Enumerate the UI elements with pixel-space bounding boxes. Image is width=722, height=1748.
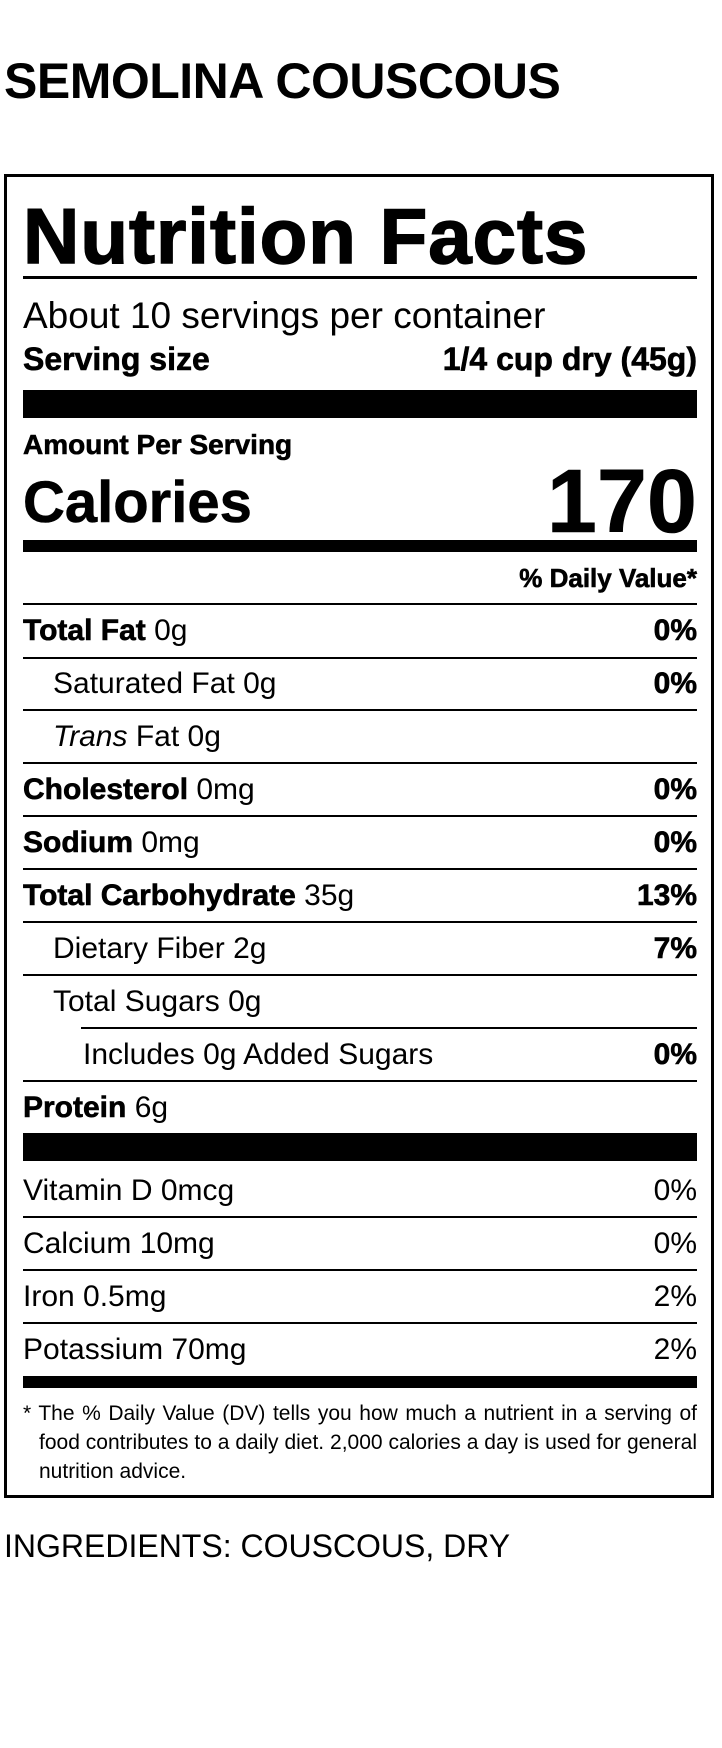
nutrient-name: Total Carbohydrate (23, 879, 296, 913)
calories-value: 170 (546, 452, 698, 552)
divider (23, 657, 697, 659)
nutrient-amount: 35g (304, 879, 355, 912)
amount-per-serving: Amount Per Serving (23, 429, 293, 461)
divider (23, 603, 697, 605)
nutrient-row-added-sugars: Includes 0g Added Sugars 0% (23, 1029, 697, 1081)
nutrient-amount: 0mg (141, 826, 200, 859)
nutrient-row-trans-fat: Trans Fat 0g (23, 711, 697, 763)
nutrient-amount: 0g (228, 985, 262, 1018)
nutrient-amount: 0g (243, 667, 277, 700)
vitamin-text: Vitamin D 0mcg (23, 1174, 235, 1207)
vitamin-dv: 2% (653, 1280, 697, 1313)
nutrient-name: Dietary Fiber (53, 932, 225, 965)
vitamin-dv: 0% (653, 1174, 697, 1207)
divider (23, 1269, 697, 1271)
dv-header: % Daily Value* (519, 562, 697, 593)
nutrient-dv: 0% (653, 1038, 697, 1072)
servings-per-container: About 10 servings per container (23, 295, 546, 336)
vitamin-text: Iron 0.5mg (23, 1280, 167, 1313)
product-name: SEMOLINA COUSCOUS (4, 53, 561, 109)
divider (23, 276, 697, 279)
vitamin-text: Potassium 70mg (23, 1333, 247, 1366)
divider (23, 921, 697, 923)
nutrient-row-total-carbohydrate: Total Carbohydrate 35g 13% (23, 870, 698, 922)
nutrient-row-total-sugars: Total Sugars 0g (23, 976, 697, 1028)
divider (23, 815, 697, 817)
divider (23, 1216, 697, 1218)
medium-divider (23, 1376, 697, 1388)
nutrient-row-saturated-fat: Saturated Fat 0g 0% (23, 658, 697, 710)
nutrient-name: Total Fat (23, 614, 146, 648)
nutrition-facts-label: Nutrition Facts About 10 servings per co… (4, 174, 714, 1498)
nutrient-name: Includes 0g Added Sugars (83, 1038, 434, 1071)
label-heading: Nutrition Facts (22, 191, 589, 281)
nutrient-name: Saturated Fat (53, 667, 235, 700)
nutrient-row-dietary-fiber: Dietary Fiber 2g 7% (23, 923, 697, 975)
nutrient-dv: 0% (653, 773, 697, 807)
serving-size-row: Serving size 1/4 cup dry (45g) (23, 337, 698, 381)
vitamin-dv: 0% (653, 1227, 697, 1260)
calories-label: Calories (23, 469, 252, 535)
nutrient-amount: 0mg (196, 773, 255, 806)
divider (23, 762, 697, 764)
nutrient-row-total-fat: Total Fat 0g 0% (23, 605, 698, 657)
divider (23, 709, 697, 711)
thick-divider (23, 390, 697, 418)
nutrient-row-protein: Protein 6g (23, 1082, 697, 1134)
vitamin-text: Calcium 10mg (23, 1227, 215, 1260)
divider (23, 1322, 697, 1324)
ingredients: INGREDIENTS: COUSCOUS, DRY (4, 1528, 511, 1564)
vitamin-row: Potassium 70mg 2% (23, 1324, 697, 1376)
nutrient-amount: 0g (187, 720, 221, 753)
serving-size-label: Serving size (23, 340, 210, 377)
nutrient-name: Protein (23, 1091, 127, 1125)
nutrient-amount: 6g (134, 1091, 169, 1124)
divider (23, 974, 697, 976)
nutrient-name: Total Sugars (53, 985, 220, 1018)
vitamin-row: Vitamin D 0mcg 0% (23, 1165, 697, 1217)
nutrient-dv: 7% (653, 932, 697, 966)
vitamin-row: Calcium 10mg 0% (23, 1218, 697, 1270)
vitamin-dv: 2% (653, 1333, 697, 1366)
nutrient-amount: 2g (233, 932, 267, 965)
divider (81, 1027, 697, 1029)
footnote: * The % Daily Value (DV) tells you how m… (23, 1402, 697, 1483)
calories-row: Calories 170 (23, 452, 698, 552)
nutrient-dv: 0% (653, 667, 697, 701)
nutrient-name: Trans (53, 720, 128, 753)
nutrient-row-sodium: Sodium 0mg 0% (23, 817, 698, 869)
thick-divider (23, 1133, 697, 1161)
vitamin-row: Iron 0.5mg 2% (23, 1271, 697, 1323)
nutrient-row-cholesterol: Cholesterol 0mg 0% (23, 764, 698, 816)
nutrient-dv: 0% (653, 614, 697, 648)
nutrient-name: Sodium (23, 826, 134, 860)
nutrient-dv: 13% (636, 879, 698, 913)
divider (23, 868, 697, 870)
divider (23, 1080, 697, 1082)
serving-size-value: 1/4 cup dry (45g) (442, 340, 697, 377)
nutrient-dv: 0% (653, 826, 697, 860)
nutrient-name: Cholesterol (23, 773, 189, 807)
nutrient-amount: 0g (154, 614, 188, 647)
nutrient-name-rest: Fat (135, 720, 180, 753)
medium-divider (23, 540, 697, 552)
